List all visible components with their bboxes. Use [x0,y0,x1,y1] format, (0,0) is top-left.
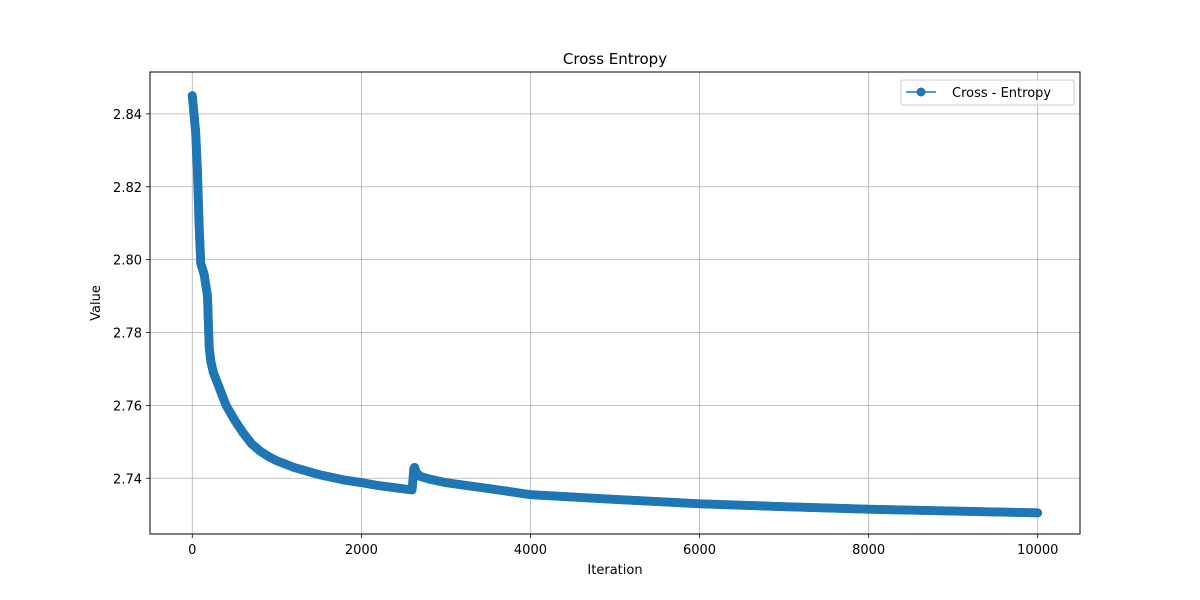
y-tick-label: 2.84 [113,108,142,123]
x-tick-label: 8000 [852,543,885,558]
y-axis-label: Value [89,285,104,321]
x-tick-label: 2000 [345,543,378,558]
y-tick-label: 2.74 [113,472,142,487]
y-axis: 2.74 2.76 2.78 2.80 2.82 2.84 [113,108,150,487]
y-tick-label: 2.82 [113,181,142,196]
x-axis-label: Iteration [587,563,642,578]
grid [150,72,1080,534]
legend-label: Cross - Entropy [952,86,1051,101]
chart-title: Cross Entropy [563,50,667,68]
plot-area [150,72,1080,534]
data-point [1033,508,1043,518]
legend-marker [916,87,926,97]
y-tick-label: 2.78 [113,327,142,342]
x-axis: 0 2000 4000 6000 8000 10000 [188,534,1058,558]
x-tick-label: 0 [188,543,196,558]
series-layer [187,91,1043,518]
legend: Cross - Entropy [900,79,1075,106]
y-tick-label: 2.80 [113,254,142,269]
plot-frame [149,71,1081,535]
x-tick-label: 6000 [683,543,716,558]
x-tick-label: 10000 [1017,543,1058,558]
x-tick-label: 4000 [514,543,547,558]
legend-box [900,79,1075,106]
y-tick-label: 2.76 [113,399,142,414]
